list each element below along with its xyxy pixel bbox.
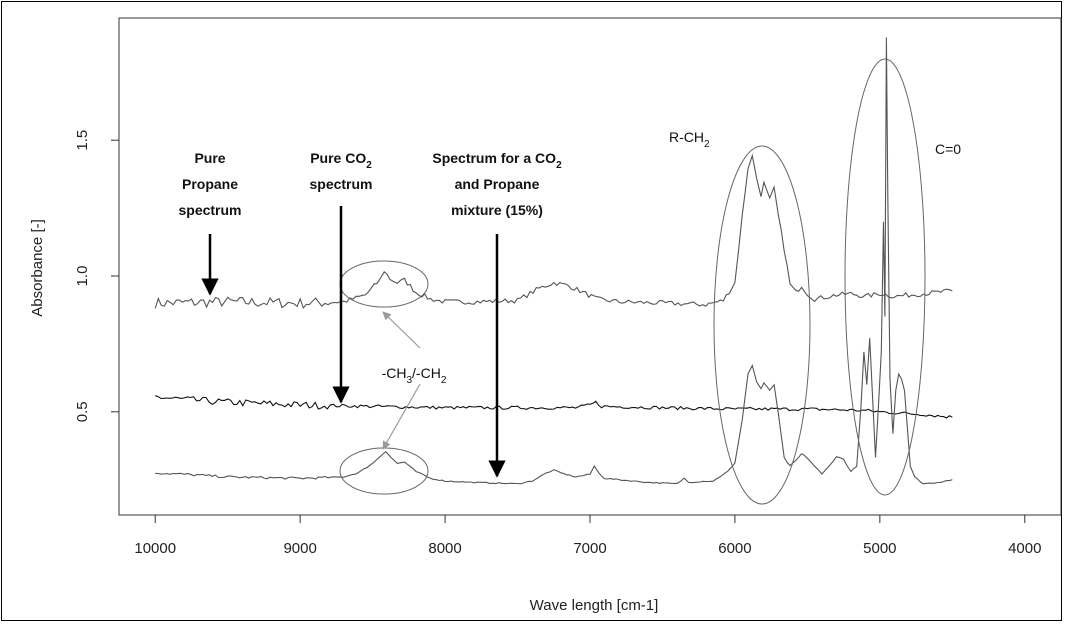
x-axis-title: Wave length [cm-1]	[530, 597, 659, 614]
label-mixture-1: Spectrum for a CO2	[432, 150, 562, 171]
x-tick-label: 5000	[863, 540, 896, 557]
series-group	[154, 37, 953, 485]
series-line-propane	[154, 153, 953, 309]
label-pure-co2-1: Pure CO2	[310, 150, 372, 171]
x-tick-label: 7000	[573, 540, 606, 557]
label-pure-propane-1: Pure	[194, 150, 225, 166]
label-mixture-2: and Propane	[455, 176, 540, 192]
label-ch3-ch2: -CH3/-CH2	[382, 365, 447, 386]
x-tick-label: 9000	[283, 540, 316, 557]
c0-ellipse	[844, 58, 926, 496]
x-axis: 10000 9000 8000 7000 6000 5000 4000	[134, 515, 1041, 557]
label-pure-propane-3: spectrum	[178, 202, 241, 218]
rch2-ellipse	[713, 145, 811, 505]
plot-area	[118, 17, 1062, 516]
x-tick-label: 6000	[718, 540, 751, 557]
arrow-ch3-up	[382, 311, 421, 349]
arrow-ch3-down	[382, 383, 421, 450]
x-tick-label: 10000	[134, 540, 176, 557]
y-tick-label: 1.5	[74, 130, 91, 151]
label-c0: C=0	[935, 141, 961, 157]
label-pure-propane-2: Propane	[182, 176, 238, 192]
series-line-mixture	[155, 37, 953, 485]
label-pure-co2-2: spectrum	[309, 176, 372, 192]
x-tick-label: 8000	[428, 540, 461, 557]
y-tick-label: 0.5	[74, 401, 91, 422]
ch3-ellipse-top	[339, 260, 429, 308]
label-rch2: R-CH2	[669, 129, 710, 150]
y-tick-label: 1.0	[74, 266, 91, 287]
y-axis: 0.5 1.0 1.5	[74, 130, 119, 422]
y-axis-title: Absorbance [-]	[29, 219, 46, 317]
label-mixture-3: mixture (15%)	[451, 202, 543, 218]
x-tick-label: 4000	[1008, 540, 1041, 557]
series-line-co2	[155, 395, 953, 419]
